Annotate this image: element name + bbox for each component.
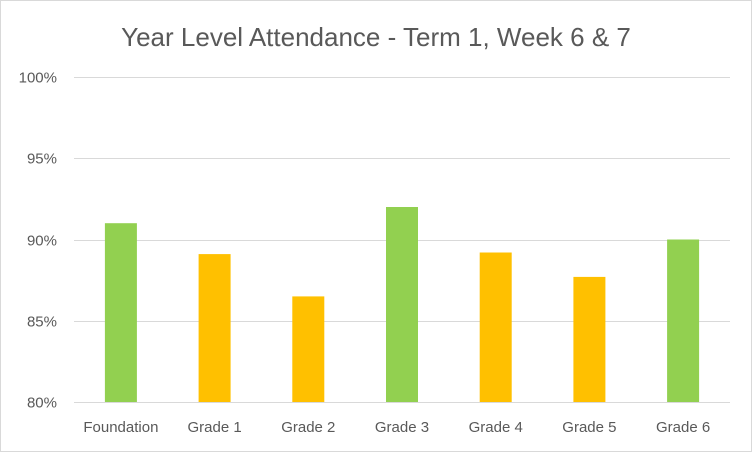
bar-grade-6	[667, 239, 700, 402]
y-tick-label: 85%	[27, 314, 57, 331]
x-tick-label: Grade 4	[469, 419, 523, 436]
bars	[104, 207, 700, 402]
y-axis-tick-labels: 80% 85% 90% 95% 100%	[19, 70, 57, 412]
x-tick-label: Foundation	[83, 419, 158, 436]
bar-grade-2	[292, 296, 325, 402]
bar-grade-1	[198, 254, 231, 402]
y-tick-label: 90%	[27, 233, 57, 250]
y-tick-label: 95%	[27, 151, 57, 168]
x-tick-label: Grade 2	[281, 419, 335, 436]
chart-title: Year Level Attendance - Term 1, Week 6 &…	[121, 22, 631, 52]
x-tick-label: Grade 3	[375, 419, 429, 436]
x-axis-tick-labels: Foundation Grade 1 Grade 2 Grade 3 Grade 4 Gr…	[83, 419, 710, 436]
y-tick-label: 80%	[27, 395, 57, 412]
y-tick-label: 100%	[19, 70, 57, 87]
x-tick-label: Grade 1	[187, 419, 241, 436]
bar-foundation	[104, 223, 137, 402]
bar-grade-5	[573, 276, 606, 402]
x-tick-label: Grade 6	[656, 419, 710, 436]
bar-grade-3	[386, 207, 418, 402]
x-tick-label: Grade 5	[562, 419, 616, 436]
bar-grade-4	[479, 252, 512, 402]
